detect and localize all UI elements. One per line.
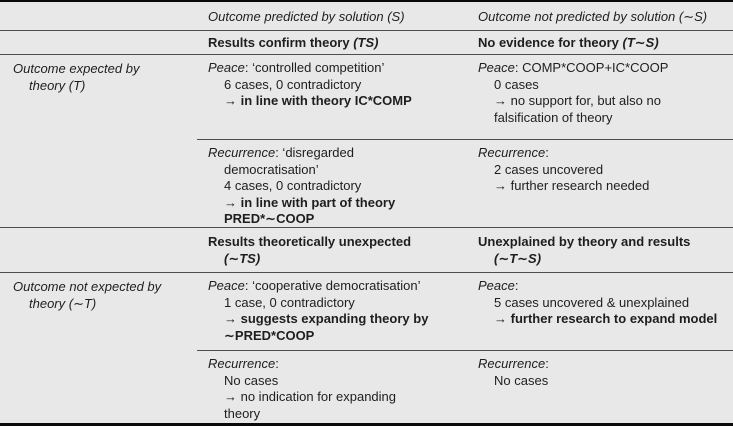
case-rest: : [275,356,279,371]
cell-line: falsification of theory [494,109,613,125]
cell-line: 2 cases uncovered [494,161,604,177]
case-label: Recurrence [208,145,276,160]
column-header-row: Outcome predicted by solution (S) Outcom… [0,2,733,31]
cell-unexpected-recurrence-predicted: Recurrence: No cases → no indication for… [197,351,470,423]
case-label: Peace [208,278,245,293]
row-label-outcome-not-expected: Outcome not expected by theory (∼T) [0,273,197,423]
cell-line: Recurrence: [208,356,470,373]
case-label: Peace [208,60,245,75]
cell-line: democratisation’ [224,161,319,177]
cell-line: Peace: ‘cooperative democratisation’ [208,278,470,295]
cell-line: Peace: COMP*COOP+IC*COOP [478,60,730,77]
band-math: (∼T∼S) [494,250,542,266]
section-cells: Peace: ‘cooperative democratisation’ 1 c… [197,273,733,423]
cell-line: → further research to expand model [494,311,718,326]
band-results-confirm-theory: Results confirm theory (TS) [197,35,470,54]
band-unexplained-by-theory: Unexplained by theory and results (∼T∼S) [470,234,733,272]
band-spacer [0,35,197,54]
cell-expected-recurrence-predicted: Recurrence: ‘disregarded democratisation… [197,140,470,227]
band-text: Results confirm theory [208,35,354,50]
col-header-outcome-not-predicted: Outcome not predicted by solution (∼S) [478,9,708,24]
row-label-line: Outcome expected by [13,61,140,76]
cell-expected-peace-predicted: Peace: ‘controlled competition’ 6 cases,… [197,55,470,139]
band-math: (T∼S) [622,35,659,50]
cell-unexpected-peace-not-predicted: Peace: 5 cases uncovered & unexplained →… [470,273,733,350]
cell-line: No cases [224,372,279,388]
section-outcome-expected: Outcome expected by theory (T) Peace: ‘c… [0,55,733,228]
cell-line: Peace: ‘controlled competition’ [208,60,470,77]
row-label-line: Outcome not expected by [13,279,162,294]
cell-line: 0 cases [494,76,539,92]
band-text: Unexplained by theory and results [478,234,691,249]
band-text: No evidence for theory [478,35,623,50]
subrow-peace: Peace: ‘cooperative democratisation’ 1 c… [197,273,733,350]
case-label: Recurrence [478,145,546,160]
col-header-outcome-predicted: Outcome predicted by solution (S) [208,9,405,24]
case-rest: : ‘controlled competition’ [244,60,385,75]
cell-line: → further research needed [494,178,650,193]
band-text: Results theoretically unexpected [208,234,412,249]
section-outcome-not-expected: Outcome not expected by theory (∼T) Peac… [0,273,733,423]
subrow-peace: Peace: ‘controlled competition’ 6 cases,… [197,55,733,139]
band-math: (∼TS) [224,250,261,266]
cell-line: No cases [494,372,549,388]
band-row-confirm: Results confirm theory (TS) No evidence … [0,31,733,55]
band-spacer [0,234,197,272]
cell-line: → no indication for expanding [224,389,397,404]
cell-line: PRED*∼COOP [224,211,315,226]
case-rest: : [514,278,519,293]
cell-unexpected-peace-predicted: Peace: ‘cooperative democratisation’ 1 c… [197,273,470,350]
band-row-unexpected: Results theoretically unexpected (∼TS) U… [0,228,733,273]
section-cells: Peace: ‘controlled competition’ 6 cases,… [197,55,733,227]
cell-line: → suggests expanding theory by [224,311,429,326]
cell-line: 4 cases, 0 contradictory [224,178,362,193]
band-math: (TS) [353,35,379,50]
row-label-line: theory (T) [29,77,86,93]
subrow-recurrence: Recurrence: No cases → no indication for… [197,350,733,423]
cell-line: → in line with part of theory [224,194,396,210]
band-no-evidence-for-theory: No evidence for theory (T∼S) [470,35,733,54]
case-rest: : ‘disregarded [275,145,354,160]
cell-unexpected-recurrence-not-predicted: Recurrence: No cases [470,351,733,423]
row-label-outcome-expected: Outcome expected by theory (T) [0,55,197,227]
case-label: Recurrence [208,356,276,371]
row-label-line: theory (∼T) [29,295,97,311]
cell-expected-peace-not-predicted: Peace: COMP*COOP+IC*COOP 0 cases → no su… [470,55,733,139]
header-spacer [0,9,197,30]
case-rest: : COMP*COOP+IC*COOP [514,60,669,75]
case-rest: : [545,356,549,371]
cell-line: Recurrence: ‘disregarded [208,145,470,162]
cell-line: theory [224,405,261,421]
cell-line: → in line with theory IC*COMP [224,93,412,108]
cell-line: ∼PRED*COOP [224,327,315,343]
case-label: Peace [478,60,515,75]
cell-line: 6 cases, 0 contradictory [224,76,362,92]
cell-line: → no support for, but also no [494,93,661,108]
case-label: Recurrence [478,356,546,371]
cell-line: Recurrence: [478,356,730,373]
case-rest: : ‘cooperative democratisation’ [244,278,421,293]
case-label: Peace [478,278,515,293]
band-results-theoretically-unexpected: Results theoretically unexpected (∼TS) [197,234,470,272]
subrow-recurrence: Recurrence: ‘disregarded democratisation… [197,139,733,227]
cell-line: Recurrence: [478,145,730,162]
cell-line: Peace: [478,278,730,295]
cell-line: 1 case, 0 contradictory [224,294,355,310]
cell-line: 5 cases uncovered & unexplained [494,294,690,310]
cell-expected-recurrence-not-predicted: Recurrence: 2 cases uncovered → further … [470,140,733,227]
case-rest: : [545,145,549,160]
